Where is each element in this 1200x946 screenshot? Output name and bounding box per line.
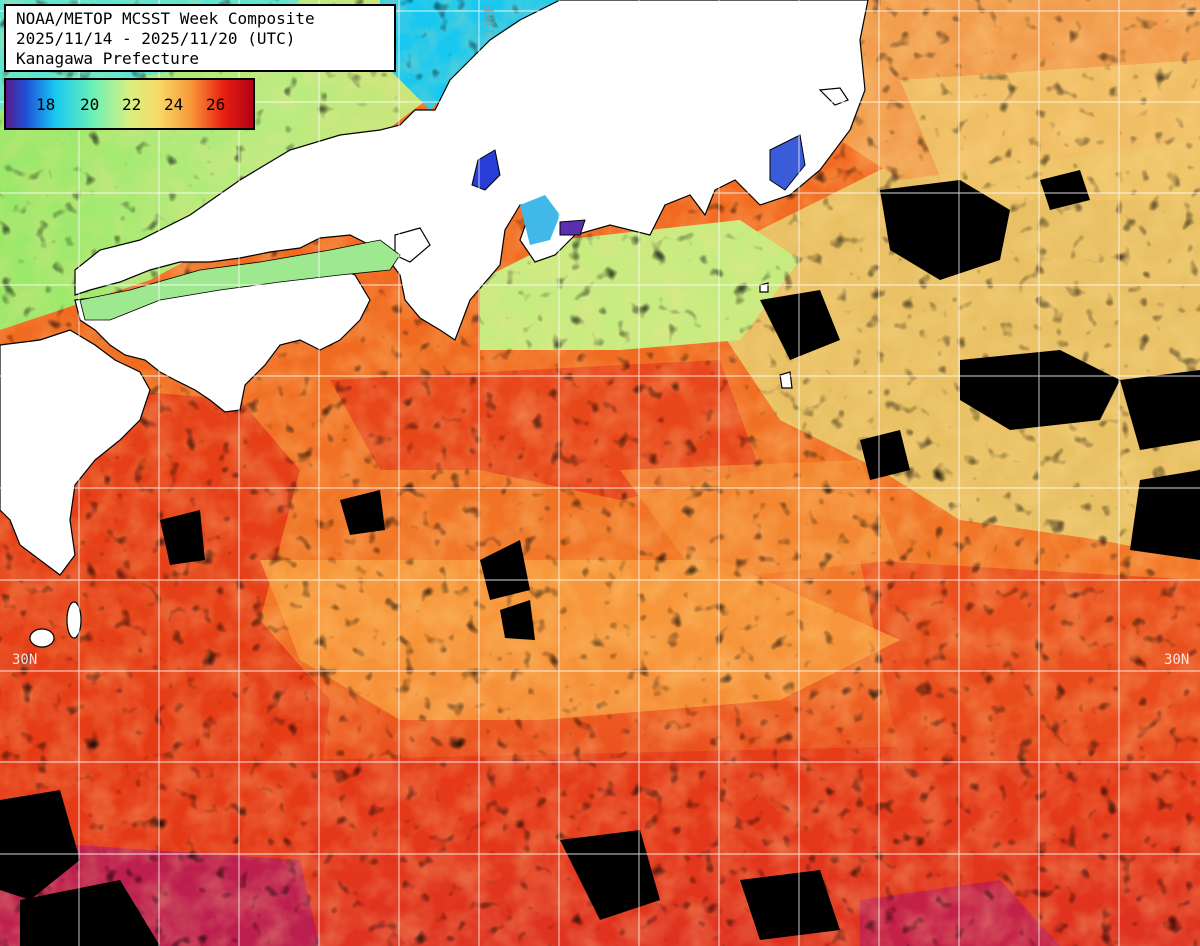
lat-label-right: 30N — [1164, 652, 1190, 668]
legend-tick-22: 22 — [122, 95, 142, 114]
color-scale-legend: 18 20 22 24 26 — [4, 78, 255, 130]
land-tanegashima — [29, 628, 55, 648]
land-izu-island — [779, 371, 793, 389]
land-oshima — [818, 87, 849, 106]
color-scale-bar — [6, 80, 253, 128]
title-line-dates: 2025/11/14 - 2025/11/20 (UTC) — [16, 29, 296, 48]
legend-tick-26: 26 — [206, 95, 226, 114]
land-honshu — [74, 0, 869, 341]
lon-label-top: 136E — [483, 4, 498, 36]
land-yakushima — [66, 601, 82, 639]
bay-osaka — [559, 219, 586, 236]
bay-ise — [769, 134, 806, 191]
title-line-region: Kanagawa Prefecture — [16, 49, 200, 68]
lat-label-left: 30N — [12, 652, 38, 668]
seto-inland-sea — [79, 239, 401, 321]
cyan-coast-east — [520, 195, 560, 245]
legend-tick-18: 18 — [36, 95, 56, 114]
legend-tick-20: 20 — [80, 95, 100, 114]
map-title-box: NOAA/METOP MCSST Week Composite 2025/11/… — [4, 4, 396, 72]
land-small-island — [759, 282, 769, 293]
land-kyushu — [0, 329, 151, 576]
legend-tick-24: 24 — [164, 95, 184, 114]
title-line-product: NOAA/METOP MCSST Week Composite — [16, 9, 315, 28]
